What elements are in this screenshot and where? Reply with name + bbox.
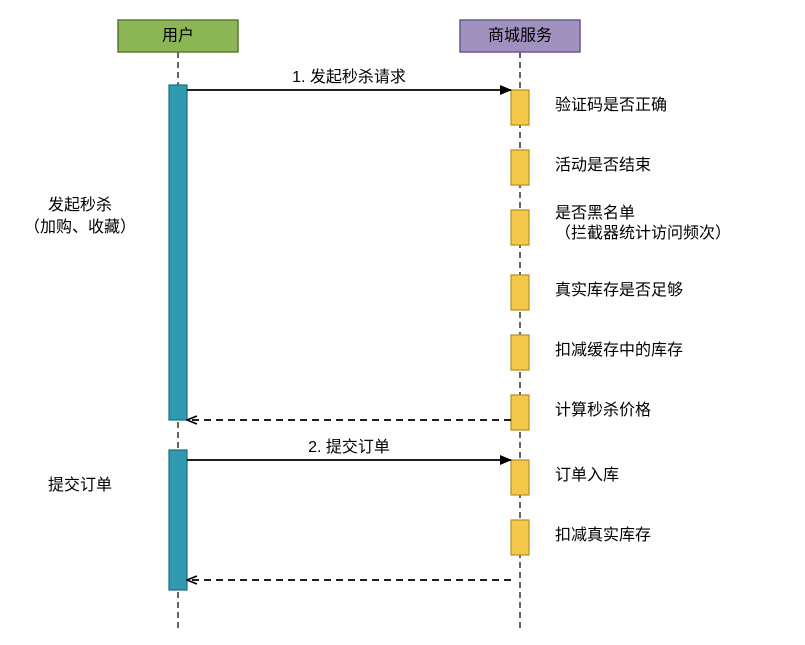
left-annotation: 提交订单	[48, 476, 112, 494]
right-annotation: 扣减缓存中的库存	[555, 341, 683, 359]
participant-label: 用户	[162, 27, 194, 45]
message-label: 2. 提交订单	[308, 438, 390, 456]
activation-bar	[511, 150, 529, 185]
right-annotation: 计算秒杀价格	[555, 400, 651, 419]
left-annotation: 发起秒杀	[48, 196, 112, 214]
right-annotation: 验证码是否正确	[555, 96, 667, 114]
right-annotation: 活动是否结束	[555, 156, 651, 174]
right-annotation: 扣减真实库存	[555, 526, 651, 544]
activation-bar	[169, 450, 187, 590]
message-label: 1. 发起秒杀请求	[292, 68, 406, 86]
participant-label: 商城服务	[488, 27, 552, 45]
activation-bar	[511, 395, 529, 430]
activation-bar	[511, 335, 529, 370]
activation-bar	[511, 520, 529, 555]
activation-bar	[511, 210, 529, 245]
activation-bar	[511, 275, 529, 310]
right-annotation: 是否黑名单	[555, 204, 635, 222]
right-annotation: 真实库存是否足够	[555, 281, 683, 299]
sequence-diagram: 用户 商城服务 1. 发起秒杀请求 2. 提交订单 发起秒杀 （加购、收藏） 提交订单 验证码…	[0, 0, 805, 645]
activation-bar	[511, 90, 529, 125]
left-annotation: （加购、收藏）	[24, 218, 136, 236]
right-annotation: （拦截器统计访问频次）	[555, 224, 731, 242]
right-annotation: 订单入库	[555, 466, 619, 484]
activation-bar	[169, 85, 187, 420]
activation-bar	[511, 460, 529, 495]
